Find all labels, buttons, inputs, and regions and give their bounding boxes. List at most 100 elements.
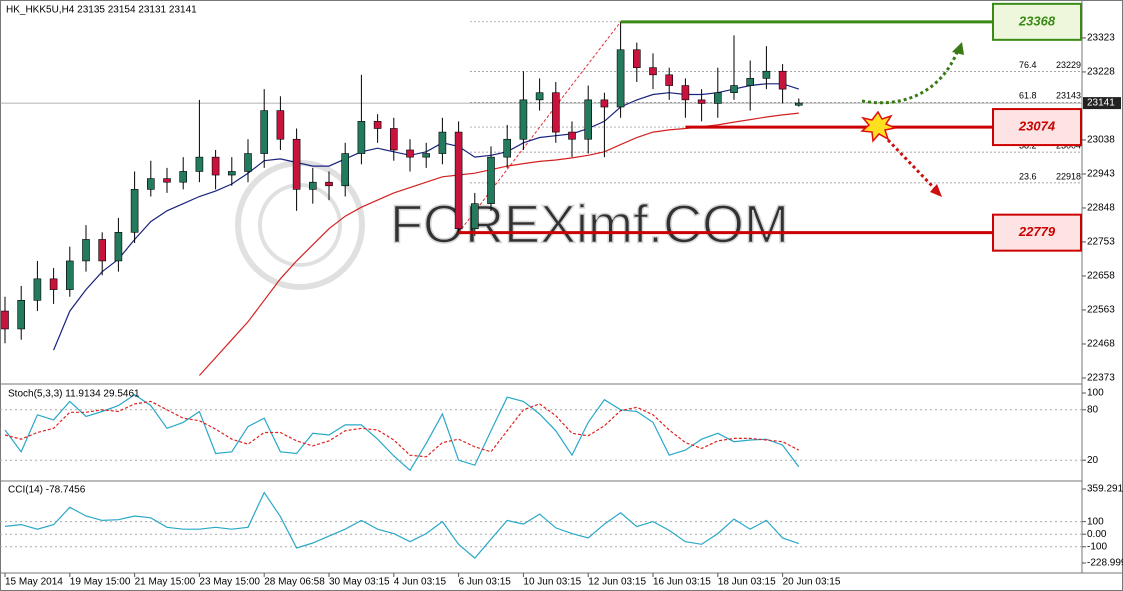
arrow-head	[952, 42, 964, 55]
x-tick-label: 10 Jun 03:15	[523, 577, 581, 588]
level-label: 22779	[1018, 224, 1056, 239]
fib-ratio: 23.6	[1019, 171, 1037, 181]
candle-body	[454, 131, 463, 230]
chart-title: HK_HKK5U,H4 23135 23154 23131 23141	[6, 5, 197, 16]
indicator-line	[4, 491, 799, 559]
candle-body	[665, 74, 674, 86]
candle-body	[66, 260, 74, 290]
indicator-line	[4, 393, 800, 472]
candle-body	[357, 121, 366, 154]
candle-body	[746, 78, 755, 86]
cci-title: CCI(14) -78.7456	[8, 485, 86, 496]
candle-body	[211, 156, 220, 176]
fib-diagonal	[458, 21, 621, 233]
candle-body	[616, 49, 625, 108]
candle-body	[276, 110, 285, 140]
x-tick-label: 15 May 2014	[5, 577, 63, 588]
candle-body	[1, 310, 9, 330]
current-price-label: 23141	[1087, 98, 1115, 109]
watermark: FOREXimf.COM	[390, 194, 789, 254]
candle-body	[503, 138, 512, 158]
candle-body	[33, 278, 42, 301]
candle-body	[487, 156, 495, 204]
candle-body	[195, 156, 204, 172]
candle-body	[568, 131, 576, 140]
x-tick-label: 20 Jun 03:15	[783, 577, 841, 588]
x-tick-label: 21 May 15:00	[135, 577, 196, 588]
candle-body	[17, 300, 26, 330]
candle-body	[438, 131, 447, 154]
x-tick-label: 23 May 15:00	[199, 577, 260, 588]
y-tick-label: -100	[1087, 541, 1107, 552]
y-tick-label: -228.999	[1087, 558, 1123, 569]
fib-price: 23229	[1056, 60, 1081, 70]
y-tick-label: 23038	[1087, 135, 1115, 146]
level-box	[992, 213, 1082, 252]
candle-body	[130, 189, 139, 233]
candle-body	[244, 153, 252, 172]
candle-body	[82, 239, 90, 262]
candle-body	[600, 99, 609, 108]
y-tick-label: 22943	[1087, 169, 1115, 180]
x-tick-label: 18 Jun 03:15	[718, 577, 776, 588]
breakout-mark	[860, 110, 898, 143]
candle-body	[535, 92, 544, 101]
candle-body	[697, 99, 706, 104]
y-tick-label: 22848	[1087, 203, 1115, 214]
level-label: 23074	[1018, 119, 1056, 134]
y-tick-label: 23228	[1087, 67, 1115, 78]
x-tick-label: 12 Jun 03:15	[588, 577, 646, 588]
y-tick-label: 22563	[1087, 305, 1115, 316]
fib-price: 22918	[1056, 171, 1081, 181]
level-box	[992, 2, 1082, 41]
y-tick-label: 359.2914	[1087, 484, 1123, 495]
y-tick-label: 22658	[1087, 271, 1115, 282]
level-label: 23368	[1018, 13, 1056, 28]
candle-body	[713, 92, 722, 104]
candle-body	[341, 153, 350, 187]
candle-body	[163, 178, 171, 183]
candle-body	[228, 171, 236, 176]
candle-body	[681, 85, 690, 101]
x-tick-label: 30 May 03:15	[329, 577, 390, 588]
y-tick-label: 22468	[1087, 339, 1115, 350]
x-tick-label: 6 Jun 03:15	[459, 577, 512, 588]
fib-price: 23143	[1056, 91, 1081, 101]
candle-body	[730, 85, 738, 94]
candle-body	[147, 178, 155, 190]
y-tick-label: 23323	[1087, 33, 1115, 44]
y-tick-label: 20	[1087, 455, 1099, 466]
y-tick-label: 22373	[1087, 373, 1115, 384]
y-tick-label: 22753	[1087, 237, 1115, 248]
arrow-head	[930, 184, 942, 197]
candle-body	[762, 70, 771, 79]
candle-body	[406, 149, 414, 158]
candle-body	[260, 110, 269, 154]
candle-body	[632, 49, 641, 68]
current-price-box	[1083, 97, 1121, 110]
arrow-up	[861, 49, 960, 105]
candle-body	[308, 181, 317, 190]
candle-body	[519, 99, 528, 140]
candle-body	[98, 239, 106, 262]
candle-body	[389, 128, 398, 151]
x-tick-label: 4 Jun 03:15	[394, 577, 447, 588]
candle-body	[470, 203, 479, 230]
y-tick-label: 0.00	[1087, 529, 1107, 540]
candle-body	[179, 171, 187, 183]
fib-ratio: 76.4	[1019, 60, 1037, 70]
fib-ratio: 61.8	[1019, 91, 1037, 101]
level-box	[992, 108, 1082, 147]
x-tick-label: 19 May 15:00	[70, 577, 131, 588]
candle-body	[373, 121, 382, 129]
x-tick-label: 28 May 06:58	[264, 577, 325, 588]
y-tick-label: 100	[1087, 388, 1104, 399]
candle-body	[325, 181, 333, 187]
y-tick-label: 100	[1087, 516, 1104, 527]
y-tick-label: 80	[1087, 404, 1099, 415]
x-tick-label: 16 Jun 03:15	[653, 577, 711, 588]
candle-body	[649, 67, 657, 76]
candle-body	[794, 102, 803, 106]
